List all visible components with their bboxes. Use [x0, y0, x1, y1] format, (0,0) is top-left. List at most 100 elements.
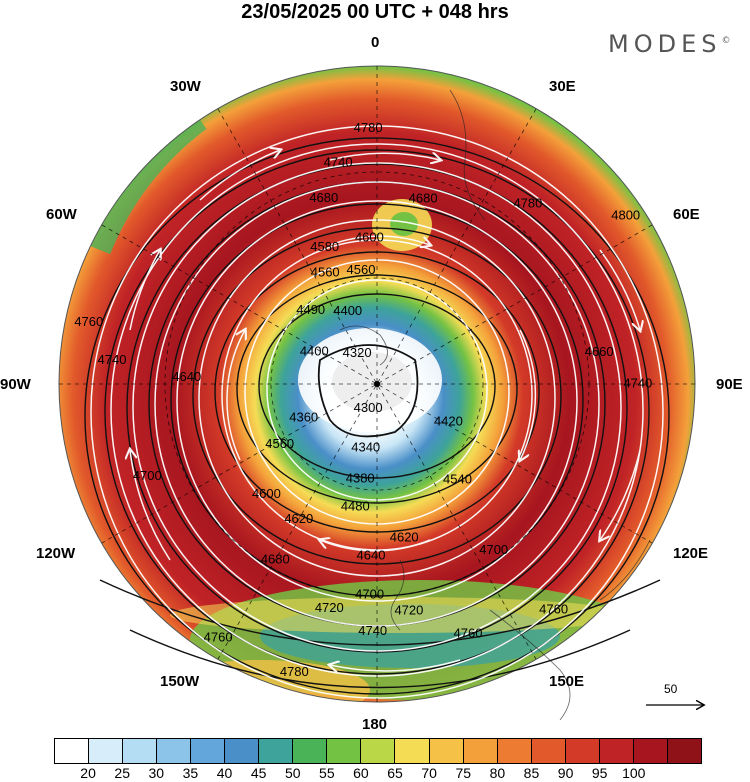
colorbar-tick-label: 75	[455, 765, 472, 781]
pole-marker	[374, 381, 380, 387]
contour-label: 4580	[310, 239, 339, 254]
contour-label: 4620	[390, 530, 419, 545]
colorbar-swatch	[531, 739, 566, 763]
lon-label-30w: 30W	[170, 78, 201, 95]
contour-label: 4780	[280, 664, 309, 679]
contour-label: 4720	[394, 603, 423, 618]
lon-label-0: 0	[371, 34, 380, 51]
lon-label-30e: 30E	[549, 78, 576, 95]
colorbar-tick-label: 95	[591, 765, 608, 781]
colorbar-tick-label: 55	[319, 765, 335, 781]
contour-label: 4420	[434, 413, 463, 428]
lon-label-60e: 60E	[673, 206, 700, 223]
colorbar-swatch	[123, 739, 158, 763]
contour-label: 4600	[252, 486, 281, 501]
colorbar-tick-label: 90	[557, 765, 574, 781]
contour-label: 4740	[358, 623, 387, 638]
colorbar-swatch	[55, 739, 90, 763]
colorbar-tick-label: 70	[421, 765, 437, 781]
contour-label: 4480	[341, 499, 370, 514]
colorbar-swatch	[191, 739, 226, 763]
contour-label: 4800	[611, 208, 640, 223]
colorbar-swatch	[157, 739, 192, 763]
contour-label: 4700	[133, 468, 162, 483]
contour-label: 4540	[443, 471, 472, 486]
contour-label: 4680	[309, 190, 338, 205]
colorbar-tick-label: 30	[148, 765, 165, 781]
colorbar-tick-label: 80	[489, 765, 506, 781]
contour-label: 4300	[354, 400, 383, 415]
contour-label: 4780	[354, 120, 383, 135]
contour-label: 4490	[296, 302, 325, 317]
lon-label-120e: 120E	[673, 545, 709, 562]
lon-label-90e: 90E	[716, 376, 743, 393]
contour-label: 4400	[300, 343, 329, 358]
contour-label: 4740	[98, 352, 127, 367]
contour-label: 4760	[454, 625, 483, 640]
graticule	[59, 66, 695, 702]
colorbar-swatch	[89, 739, 124, 763]
colorbar-swatch	[565, 739, 600, 763]
contour-label: 4560	[265, 436, 294, 451]
colorbar-tick-label: 40	[216, 765, 233, 781]
contour-label: 4560	[347, 262, 376, 277]
contour-label: 4600	[355, 230, 384, 245]
lon-label-120w: 120W	[36, 545, 76, 562]
contour-label: 4400	[333, 303, 362, 318]
brand-copyright-mark: ©	[721, 36, 731, 46]
wind-scale-label: 50	[664, 682, 678, 696]
colorbar-tick-label: 20	[80, 765, 96, 781]
colorbar-ticks: 20 25 30 35 40 45 50 55 60 65 70 75 80 85 90 95 100	[54, 764, 702, 782]
lon-label-150e: 150E	[549, 673, 585, 690]
colorbar-swatch	[361, 739, 396, 763]
contour-label: 4760	[204, 630, 233, 645]
colorbar-swatch	[259, 739, 294, 763]
colorbar-tick-label: 25	[114, 765, 130, 781]
lon-label-150w: 150W	[160, 673, 200, 690]
contour-label: 4380	[346, 470, 375, 485]
contour-label: 4720	[315, 600, 344, 615]
map-title: 23/05/2025 00 UTC + 048 hrs	[241, 1, 509, 23]
colorbar-swatch	[599, 739, 634, 763]
contour-label: 4760	[539, 601, 568, 616]
contour-labels: 4780 4740 4680 4680 4600 4580 4560 4560 4490 4400…	[74, 120, 652, 679]
contour-label: 4680	[409, 191, 438, 206]
contour-label: 4760	[74, 314, 103, 329]
colorbar-swatch	[327, 739, 362, 763]
contour-label: 4660	[585, 344, 614, 359]
contour-label: 4700	[479, 542, 508, 557]
colorbar-tick-label: 60	[353, 765, 369, 781]
contour-label: 4640	[172, 369, 201, 384]
colorbar-tick-label: 65	[387, 765, 403, 781]
brand-name: MODES	[608, 30, 722, 58]
colorbar-tick-label: 100	[622, 765, 646, 781]
colorbar-swatch	[395, 739, 430, 763]
colorbar-tick-label: 35	[182, 765, 199, 781]
colorbar-tick-label: 45	[250, 765, 267, 781]
contour-label: 4640	[357, 547, 386, 562]
contour-label: 4340	[351, 440, 380, 455]
colorbar-swatch	[463, 739, 498, 763]
lon-label-60w: 60W	[46, 206, 77, 223]
brand-logo: MODES©	[608, 30, 730, 58]
colorbar-swatch	[667, 739, 701, 763]
contour-label: 4700	[355, 587, 384, 602]
lon-label-90w: 90W	[0, 376, 31, 393]
colorbar-swatch	[497, 739, 532, 763]
contour-label: 4780	[513, 196, 542, 211]
lon-label-180: 180	[362, 716, 388, 733]
colorbar-swatch	[633, 739, 668, 763]
contour-label: 4360	[289, 410, 318, 425]
colorbar-swatch	[293, 739, 328, 763]
colorbar-swatch	[429, 739, 464, 763]
contour-label: 4320	[343, 345, 372, 360]
contour-label: 4740	[324, 155, 353, 170]
contour-label: 4680	[261, 552, 290, 567]
contour-label: 4740	[623, 375, 652, 390]
coastlines	[339, 89, 651, 721]
colorbar-swatch	[225, 739, 260, 763]
colorbar-tick-label: 50	[284, 765, 301, 781]
colorbar-tick-label: 85	[523, 765, 540, 781]
contour-label: 4620	[284, 511, 313, 526]
